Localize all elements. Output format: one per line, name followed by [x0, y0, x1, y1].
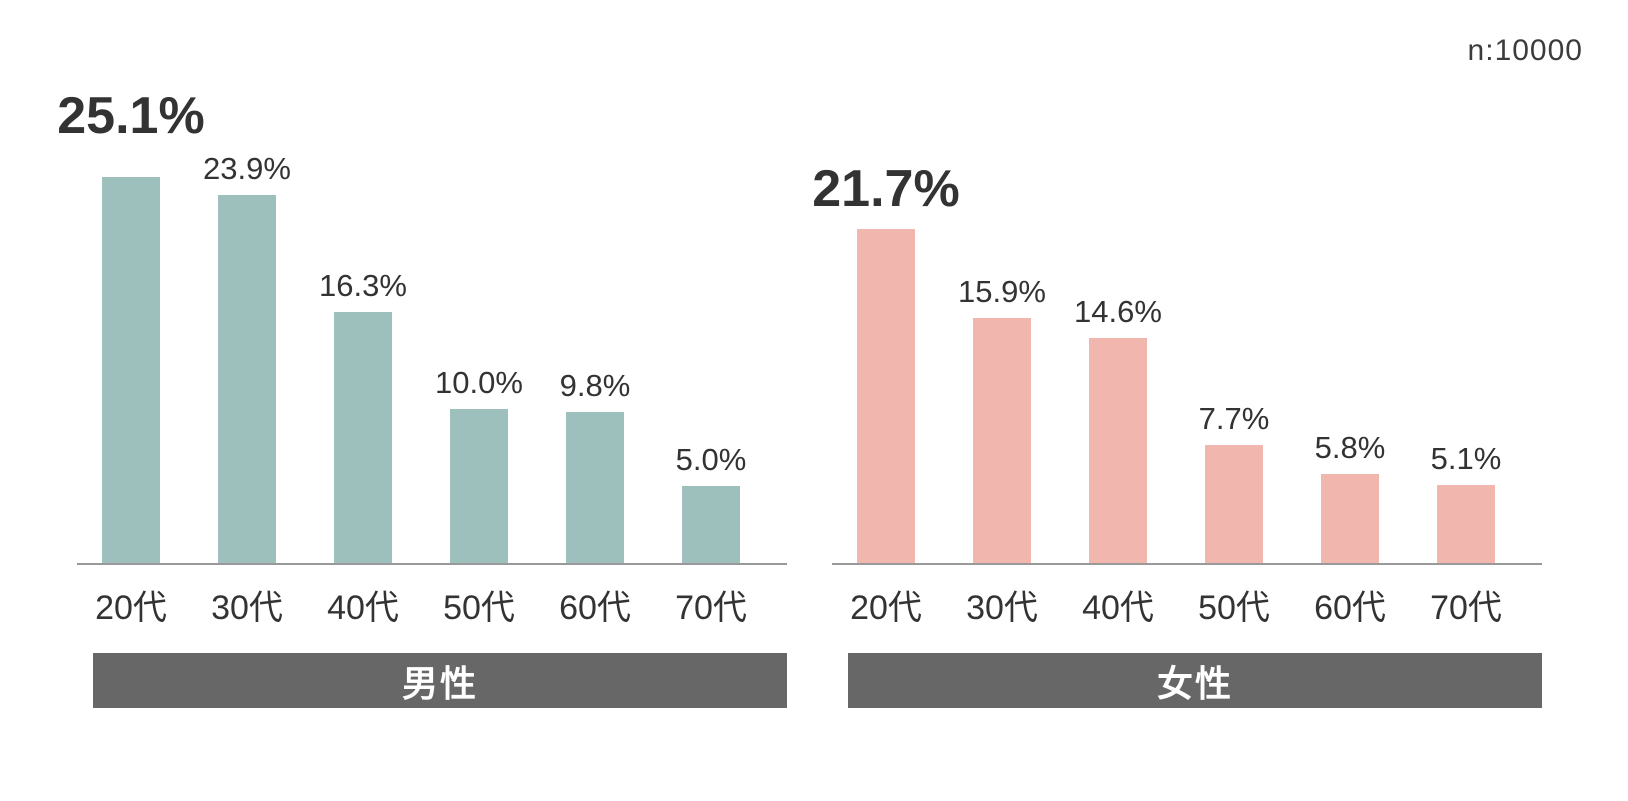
bar-50代-男性 [450, 409, 508, 563]
value-label-20代-男性: 25.1% [57, 87, 205, 145]
bar-40代-男性 [334, 312, 392, 563]
category-label-30代-男性: 30代 [211, 589, 283, 627]
value-label-70代-女性: 5.1% [1430, 441, 1502, 476]
value-label-50代-男性: 10.0% [435, 365, 523, 400]
category-label-20代-男性: 20代 [95, 589, 167, 627]
category-label-30代-女性: 30代 [966, 589, 1038, 627]
value-label-60代-女性: 5.8% [1314, 430, 1386, 465]
gender-banner-female: 女性 [848, 653, 1542, 708]
category-label-20代-女性: 20代 [850, 589, 922, 627]
sample-size-label: n:10000 [1467, 34, 1583, 67]
x-axis-line-male [77, 563, 787, 565]
bar-50代-女性 [1205, 445, 1263, 563]
category-label-40代-男性: 40代 [327, 589, 399, 627]
category-label-50代-男性: 50代 [443, 589, 515, 627]
value-label-30代-女性: 15.9% [958, 274, 1046, 309]
category-label-50代-女性: 50代 [1198, 589, 1270, 627]
bar-30代-女性 [973, 318, 1031, 563]
bar-70代-女性 [1437, 485, 1495, 563]
chart-female: 21.7% 20代 15.9% 30代 14.6% 40代 7.7% 50代 5.8% 60代 5.… [812, 0, 1542, 801]
value-label-40代-男性: 16.3% [319, 268, 407, 303]
bar-30代-男性 [218, 195, 276, 563]
category-label-70代-女性: 70代 [1430, 589, 1502, 627]
category-label-70代-男性: 70代 [675, 589, 747, 627]
value-label-70代-男性: 5.0% [675, 442, 747, 477]
x-axis-line-female [832, 563, 1542, 565]
value-label-30代-男性: 23.9% [203, 151, 291, 186]
chart-male: 25.1% 20代 23.9% 30代 16.3% 40代 10.0% 50代 9.8% 60代 5… [57, 0, 787, 801]
gender-banner-male-label: 男性 [401, 662, 478, 704]
bar-60代-女性 [1321, 474, 1379, 563]
value-label-60代-男性: 9.8% [559, 368, 631, 403]
bar-40代-女性 [1089, 338, 1147, 563]
category-label-60代-女性: 60代 [1314, 589, 1386, 627]
value-label-50代-女性: 7.7% [1198, 401, 1270, 436]
bar-20代-男性 [102, 177, 160, 563]
bar-20代-女性 [857, 229, 915, 563]
gender-banner-male: 男性 [93, 653, 787, 708]
category-label-60代-男性: 60代 [559, 589, 631, 627]
value-label-20代-女性: 21.7% [812, 160, 960, 218]
bar-60代-男性 [566, 412, 624, 563]
category-label-40代-女性: 40代 [1082, 589, 1154, 627]
value-label-40代-女性: 14.6% [1074, 294, 1162, 329]
gender-banner-female-label: 女性 [1156, 662, 1233, 704]
bar-70代-男性 [682, 486, 740, 563]
